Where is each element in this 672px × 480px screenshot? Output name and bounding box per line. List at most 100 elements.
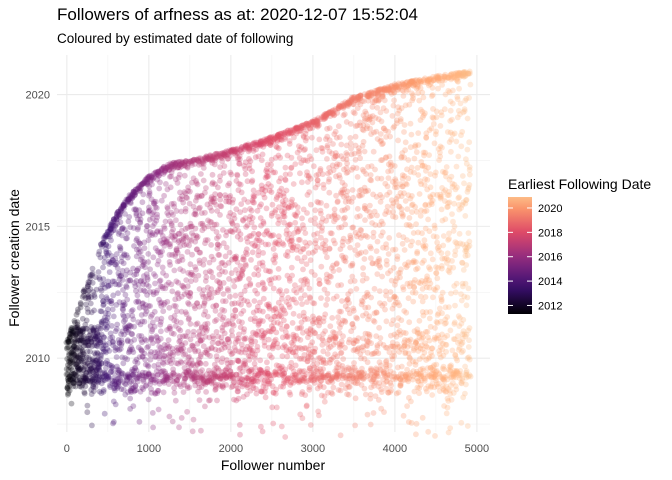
data-point xyxy=(426,315,433,322)
data-point xyxy=(83,369,90,376)
data-point xyxy=(71,351,78,358)
data-point xyxy=(88,339,95,345)
data-point xyxy=(272,254,279,261)
data-point xyxy=(338,338,345,345)
data-point xyxy=(334,260,340,267)
data-point xyxy=(429,84,436,91)
data-point xyxy=(332,240,338,247)
data-point xyxy=(180,389,187,395)
data-point xyxy=(443,410,450,417)
data-point xyxy=(210,256,217,263)
data-point xyxy=(133,207,139,214)
data-point xyxy=(429,353,435,359)
data-point xyxy=(85,279,92,285)
data-point xyxy=(131,280,138,286)
data-point xyxy=(130,378,137,384)
data-point xyxy=(91,324,98,331)
data-point xyxy=(125,372,131,379)
data-point xyxy=(221,163,228,170)
data-point xyxy=(247,158,254,165)
data-point xyxy=(128,378,135,385)
data-point xyxy=(326,246,333,252)
data-point xyxy=(187,293,194,300)
data-point xyxy=(464,294,471,301)
data-point xyxy=(82,375,89,382)
data-point xyxy=(354,242,361,249)
data-point xyxy=(151,323,158,330)
data-point xyxy=(101,314,108,321)
data-point xyxy=(71,380,77,386)
data-point xyxy=(220,280,227,286)
data-point xyxy=(360,265,366,271)
data-point xyxy=(373,248,380,255)
data-point xyxy=(107,222,114,228)
data-point xyxy=(438,112,445,119)
data-point xyxy=(124,377,130,384)
data-point xyxy=(71,352,78,359)
data-point xyxy=(108,229,115,236)
data-point xyxy=(141,373,148,380)
data-point xyxy=(142,356,149,363)
data-point xyxy=(65,338,72,345)
data-point xyxy=(135,265,142,272)
data-point xyxy=(113,379,120,385)
data-point xyxy=(243,262,249,269)
data-point xyxy=(306,189,313,196)
data-point xyxy=(187,321,194,327)
data-point xyxy=(132,283,139,290)
data-point xyxy=(141,259,148,265)
data-point xyxy=(160,389,167,396)
data-point xyxy=(122,325,129,332)
data-point xyxy=(107,330,114,337)
data-point xyxy=(96,364,103,370)
data-point xyxy=(456,85,462,92)
data-point xyxy=(209,274,216,281)
data-point xyxy=(351,278,358,284)
data-point xyxy=(302,146,308,153)
data-point xyxy=(140,304,147,310)
data-point xyxy=(77,383,83,390)
data-point xyxy=(120,306,126,313)
data-point xyxy=(135,344,142,351)
data-point xyxy=(177,221,184,228)
data-point xyxy=(407,336,414,343)
data-point xyxy=(96,358,103,365)
data-point xyxy=(66,387,73,394)
data-point xyxy=(87,379,94,385)
data-point xyxy=(97,308,104,314)
data-point xyxy=(438,296,445,303)
data-point xyxy=(451,130,458,137)
data-point xyxy=(134,360,141,366)
data-point xyxy=(100,239,107,246)
data-point xyxy=(438,206,445,213)
data-point xyxy=(144,174,151,181)
data-point xyxy=(416,390,422,397)
data-point xyxy=(111,216,117,223)
data-point xyxy=(95,332,102,338)
data-point xyxy=(411,284,417,290)
data-point xyxy=(145,175,152,182)
data-point xyxy=(95,269,102,275)
data-point xyxy=(74,336,81,343)
y-tick-label: 2010 xyxy=(26,353,50,365)
data-point xyxy=(139,353,146,360)
data-point xyxy=(466,139,473,146)
data-point xyxy=(368,294,374,301)
x-tick-label: 4000 xyxy=(383,443,407,455)
data-point xyxy=(109,278,116,285)
data-point xyxy=(64,356,71,362)
data-point xyxy=(454,184,460,191)
data-point xyxy=(115,281,122,288)
data-point xyxy=(137,185,144,192)
data-point xyxy=(439,289,446,296)
data-point xyxy=(68,349,75,356)
data-point xyxy=(115,367,122,374)
data-point xyxy=(99,281,106,288)
data-point xyxy=(91,292,98,298)
data-point xyxy=(275,145,282,152)
data-point xyxy=(90,327,97,333)
data-point xyxy=(186,384,193,391)
point-layer xyxy=(63,68,474,440)
data-point xyxy=(117,245,124,252)
